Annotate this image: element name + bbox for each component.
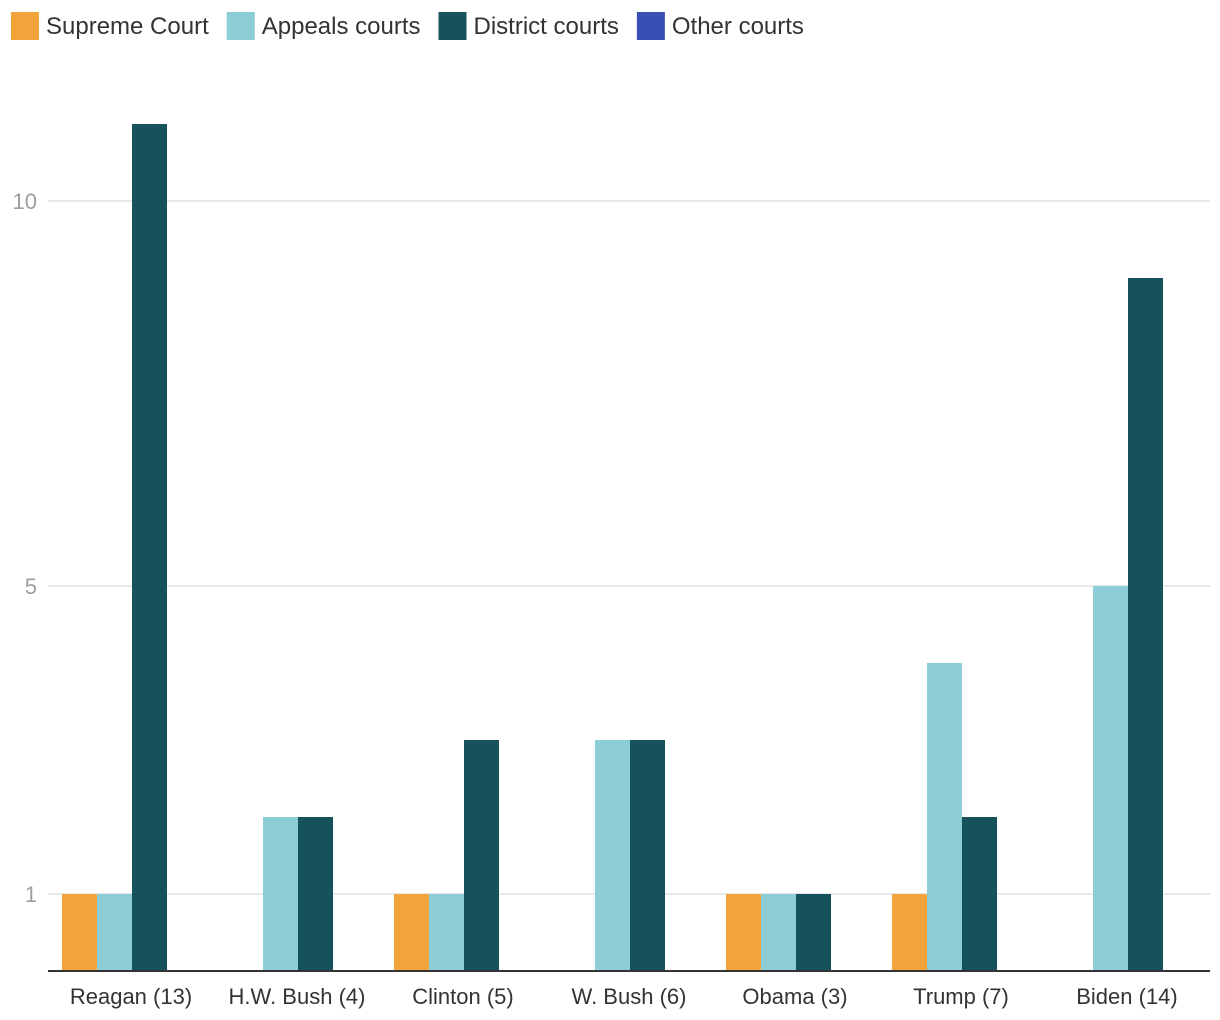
x-tick-label-5: Trump (7) — [913, 984, 1009, 1009]
y-tick-label-2: 10 — [13, 189, 37, 214]
bar-6-1 — [1093, 586, 1128, 971]
bar-4-2 — [796, 894, 831, 971]
legend-label-1: Appeals courts — [262, 13, 421, 40]
legend: Supreme Court Appeals courts District cour… — [11, 12, 804, 40]
legend-swatch-0 — [11, 12, 39, 40]
bar-2-2 — [464, 740, 499, 971]
bar-0-0 — [62, 894, 97, 971]
y-tick-label-0: 1 — [25, 882, 37, 907]
x-tick-label-1: H.W. Bush (4) — [229, 984, 366, 1009]
bar-5-1 — [927, 663, 962, 971]
x-tick-label-4: Obama (3) — [742, 984, 847, 1009]
x-tick-label-2: Clinton (5) — [412, 984, 513, 1009]
x-tick-label-6: Biden (14) — [1076, 984, 1178, 1009]
x-tick-label-0: Reagan (13) — [70, 984, 192, 1009]
bars — [62, 124, 1163, 971]
bar-3-2 — [630, 740, 665, 971]
x-tick-label-3: W. Bush (6) — [572, 984, 687, 1009]
bar-0-1 — [97, 894, 132, 971]
bar-6-2 — [1128, 278, 1163, 971]
legend-swatch-1 — [226, 12, 255, 40]
legend-swatch-2 — [438, 12, 467, 40]
bar-2-1 — [429, 894, 464, 971]
bar-3-1 — [595, 740, 630, 971]
bar-1-1 — [263, 817, 298, 971]
bar-4-1 — [761, 894, 796, 971]
x-axis-labels: Reagan (13) H.W. Bush (4) Clinton (5) W. Bu… — [70, 984, 1178, 1009]
bar-5-0 — [892, 894, 927, 971]
legend-label-2: District courts — [474, 13, 619, 40]
bar-1-2 — [298, 817, 333, 971]
bar-2-0 — [394, 894, 429, 971]
y-tick-label-1: 5 — [25, 574, 37, 599]
bar-0-2 — [132, 124, 167, 971]
legend-label-0: Supreme Court — [46, 13, 209, 40]
legend-label-3: Other courts — [672, 13, 804, 40]
bar-5-2 — [962, 817, 997, 971]
legend-swatch-3 — [636, 12, 665, 40]
bar-4-0 — [726, 894, 761, 971]
